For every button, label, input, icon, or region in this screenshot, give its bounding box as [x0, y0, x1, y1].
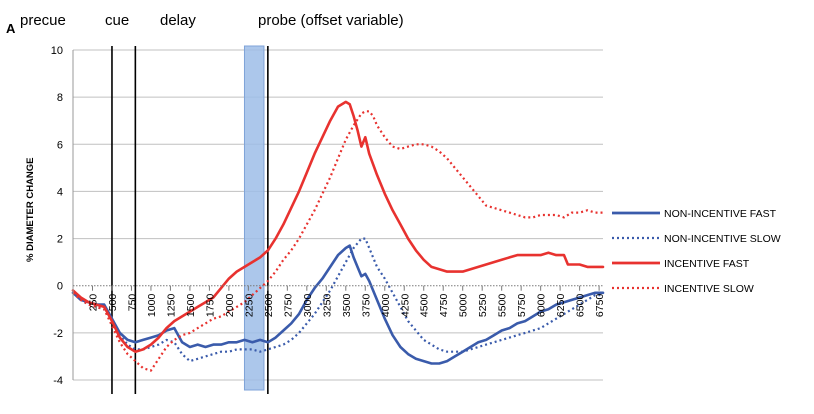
x-tick-label: 1000 — [146, 294, 158, 318]
x-tick-label: 500 — [107, 294, 119, 312]
y-tick-label: 4 — [57, 186, 63, 198]
legend: NON-INCENTIVE FAST NON-INCENTIVE SLOW IN… — [612, 208, 781, 295]
series-line-incentive-fast — [71, 100, 605, 354]
series-line-non-incentive-slow — [72, 237, 603, 363]
x-tick-label: 6000 — [536, 294, 548, 318]
legend-entry-incentive-fast: INCENTIVE FAST — [612, 258, 750, 270]
probe-onset-band — [243, 45, 265, 391]
x-tick-label: 6500 — [575, 294, 587, 318]
y-tick-label: -2 — [53, 328, 63, 340]
x-tick-label: 5250 — [477, 294, 489, 318]
axes — [72, 50, 603, 380]
legend-label-non-incentive-slow: NON-INCENTIVE SLOW — [664, 233, 781, 245]
legend-label-incentive-slow: INCENTIVE SLOW — [664, 283, 754, 295]
x-tick-label: 2000 — [224, 294, 236, 318]
phase-label-cue: cue — [105, 12, 129, 29]
x-tick-labels: 250 500 750 1000 1250 1500 1750 2000 2250 2500 275… — [87, 294, 606, 318]
x-tick-label: 4750 — [438, 294, 450, 318]
phase-label-precue: precue — [20, 12, 66, 29]
grid-lines — [73, 49, 603, 381]
x-tick-label: 4250 — [399, 294, 411, 318]
x-tick-label: 2250 — [243, 294, 255, 318]
y-axis-label: % DIAMETER CHANGE — [25, 157, 36, 262]
x-tick-label: 5500 — [497, 294, 509, 318]
series-line-incentive-slow — [72, 110, 603, 372]
x-tick-label: 3000 — [302, 294, 314, 318]
x-tick-label: 250 — [87, 294, 99, 312]
x-tick-label: 5750 — [516, 294, 528, 318]
y-tick-label: 6 — [57, 139, 63, 151]
x-tick-label: 3750 — [360, 294, 372, 318]
x-tick-label: 5000 — [458, 294, 470, 318]
phase-label-probe: probe (offset variable) — [258, 12, 404, 29]
x-tick-label: 750 — [126, 294, 138, 312]
x-tick-label: 6750 — [594, 294, 606, 318]
y-tick-label: -4 — [53, 375, 63, 387]
panel-letter: A — [6, 21, 16, 36]
x-tick-label: 1250 — [165, 294, 177, 318]
x-tick-label: 2750 — [282, 294, 294, 318]
series-lines — [71, 100, 605, 372]
y-tick-label: 8 — [57, 92, 63, 104]
x-tick-label: 4000 — [380, 294, 392, 318]
x-tick-label: 6250 — [555, 294, 567, 318]
legend-entry-non-incentive-fast: NON-INCENTIVE FAST — [612, 208, 777, 220]
x-tick-label: 4500 — [419, 294, 431, 318]
x-tick-label: 1500 — [185, 294, 197, 318]
x-tick-label: 2500 — [263, 294, 275, 318]
event-lines — [111, 46, 269, 394]
probe-band — [243, 45, 265, 391]
y-tick-labels: -4 -2 0 2 4 6 8 10 — [51, 45, 63, 387]
x-tick-label: 3250 — [321, 294, 333, 318]
y-tick-label: 0 — [57, 281, 63, 293]
legend-label-non-incentive-fast: NON-INCENTIVE FAST — [664, 208, 777, 220]
y-tick-label: 2 — [57, 234, 63, 246]
y-tick-label: 10 — [51, 45, 63, 57]
phase-label-delay: delay — [160, 12, 196, 29]
legend-entry-non-incentive-slow: NON-INCENTIVE SLOW — [612, 233, 781, 245]
legend-label-incentive-fast: INCENTIVE FAST — [664, 258, 750, 270]
legend-entry-incentive-slow: INCENTIVE SLOW — [612, 283, 754, 295]
x-tick-label: 1750 — [204, 294, 216, 318]
x-tick-label: 3500 — [341, 294, 353, 318]
